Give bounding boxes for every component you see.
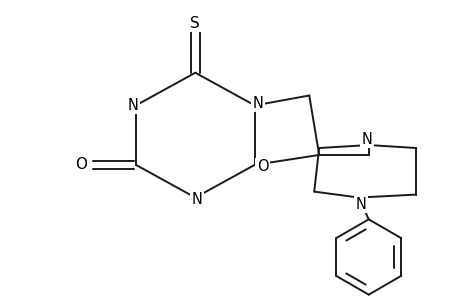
Text: N: N xyxy=(360,132,371,147)
Text: N: N xyxy=(191,192,202,207)
Text: O: O xyxy=(256,159,268,174)
Text: S: S xyxy=(190,16,200,31)
Text: O: O xyxy=(75,158,87,172)
Text: N: N xyxy=(127,98,138,113)
Text: N: N xyxy=(252,96,263,111)
Text: N: N xyxy=(354,197,365,212)
